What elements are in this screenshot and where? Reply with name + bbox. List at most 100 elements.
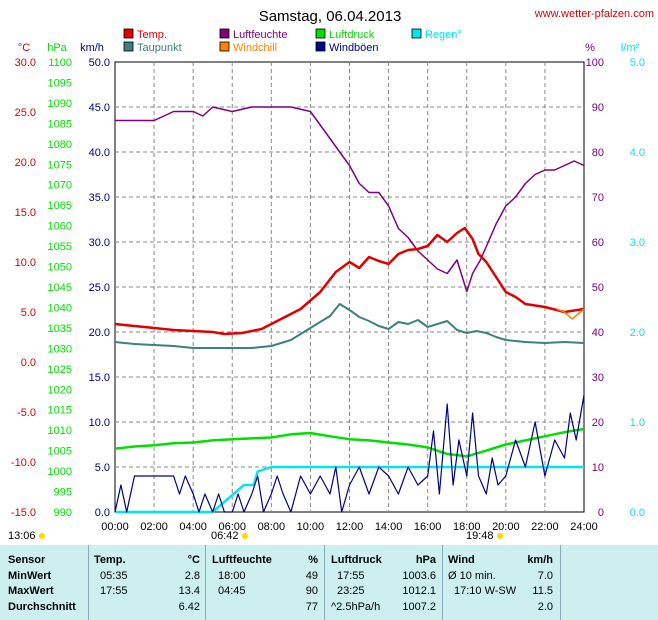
y-tick-label-humidity: 50 bbox=[592, 282, 604, 294]
legend-label: Luftfeuchte bbox=[233, 29, 287, 41]
x-tick-label: 06:00 bbox=[218, 521, 246, 530]
axis-unit-label: l/m² bbox=[621, 42, 640, 54]
legend-swatch bbox=[411, 28, 422, 39]
y-tick-label-temp: 30.0 bbox=[15, 57, 36, 69]
moon-time: 13:06 bbox=[8, 530, 45, 542]
legend-label: Temp. bbox=[137, 29, 167, 41]
y-tick-label-pressure: 1095 bbox=[48, 77, 72, 89]
legend-swatch bbox=[219, 28, 230, 39]
x-tick-label: 12:00 bbox=[336, 521, 364, 530]
row-label: MinWert bbox=[8, 570, 52, 582]
sunset-time: 19:48 bbox=[466, 530, 503, 542]
y-tick-label-rain: 5.0 bbox=[630, 57, 645, 69]
cell: 13.4 bbox=[178, 585, 200, 597]
cell: 1012.1 bbox=[402, 585, 436, 597]
y-tick-label-wind: 30.0 bbox=[89, 237, 110, 249]
sunrise-icon bbox=[241, 533, 248, 540]
series-line-windchill bbox=[556, 308, 585, 320]
cell: 17:55 bbox=[337, 570, 365, 582]
axis-unit-label: hPa bbox=[47, 42, 67, 54]
axis-ticks: 30.0 25.0 20.0 15.0 10.0 5.0 0.0 -5.0 -10.0 -15.0… bbox=[11, 57, 645, 530]
legend-label: Luftdruck bbox=[329, 29, 375, 41]
y-tick-label-humidity: 90 bbox=[592, 102, 604, 114]
legend-swatch bbox=[219, 41, 230, 52]
series-line-temp bbox=[114, 226, 585, 336]
cell: 7.0 bbox=[537, 570, 553, 582]
x-tick-label: 04:00 bbox=[179, 521, 207, 530]
y-tick-label-pressure: 1025 bbox=[48, 364, 72, 376]
y-tick-label-pressure: 1020 bbox=[48, 384, 72, 396]
sunset-label: 19:48 bbox=[466, 530, 494, 542]
x-tick-label: 00:00 bbox=[101, 521, 129, 530]
legend-swatch bbox=[123, 41, 134, 52]
y-tick-label-temp: 5.0 bbox=[21, 307, 36, 319]
y-tick-label-pressure: 1075 bbox=[48, 159, 72, 171]
y-tick-label-humidity: 80 bbox=[592, 147, 604, 159]
y-tick-label-humidity: 70 bbox=[592, 192, 604, 204]
moon-time-label: 13:06 bbox=[8, 530, 36, 542]
y-tick-label-humidity: 20 bbox=[592, 417, 604, 429]
y-tick-label-pressure: 995 bbox=[54, 487, 72, 499]
x-tick-label: 18:00 bbox=[453, 521, 481, 530]
x-tick-label: 02:00 bbox=[140, 521, 168, 530]
y-tick-label-pressure: 1055 bbox=[48, 241, 72, 253]
y-tick-label-pressure: 1000 bbox=[48, 466, 72, 478]
cell: 04:45 bbox=[218, 585, 246, 597]
y-tick-label-humidity: 10 bbox=[592, 462, 604, 474]
cell: 11.5 bbox=[532, 585, 553, 597]
x-tick-label: 24:00 bbox=[570, 521, 598, 530]
y-tick-label-temp: 20.0 bbox=[15, 157, 36, 169]
y-tick-label-pressure: 1060 bbox=[48, 221, 72, 233]
y-tick-label-pressure: 990 bbox=[54, 507, 72, 519]
y-tick-label-wind: 50.0 bbox=[89, 57, 110, 69]
y-tick-label-pressure: 1015 bbox=[48, 405, 72, 417]
y-tick-label-humidity: 100 bbox=[586, 57, 604, 69]
y-tick-label-temp: 25.0 bbox=[15, 107, 36, 119]
header-sensor: Sensor bbox=[8, 554, 46, 566]
cell: 18:00 bbox=[218, 570, 246, 582]
y-tick-label-pressure: 1040 bbox=[48, 302, 72, 314]
series-line-luftdruck bbox=[114, 427, 585, 458]
y-tick-label-temp: 0.0 bbox=[21, 357, 36, 369]
cell: 77 bbox=[305, 601, 318, 613]
weather-chart: Samstag, 06.04.2013 www.wetter-pfalzen.c… bbox=[11, 8, 654, 530]
sunrise-label: 06:42 bbox=[211, 530, 239, 542]
chart-legend: Temp. Luftfeuchte Luftdruck Regen° Taupunkt W… bbox=[123, 28, 462, 54]
x-tick-label: 22:00 bbox=[531, 521, 559, 530]
legend-swatch bbox=[123, 28, 134, 39]
y-tick-label-temp: 10.0 bbox=[15, 257, 36, 269]
y-tick-label-temp: -15.0 bbox=[11, 507, 36, 519]
chart-title: Samstag, 06.04.2013 bbox=[259, 8, 402, 25]
y-tick-label-pressure: 1070 bbox=[48, 180, 72, 192]
cell: 05:35 bbox=[100, 570, 128, 582]
y-tick-label-rain: 1.0 bbox=[630, 417, 645, 429]
y-tick-label-rain: 3.0 bbox=[630, 237, 645, 249]
y-tick-label-humidity: 30 bbox=[592, 372, 604, 384]
axis-unit-label: km/h bbox=[80, 42, 104, 54]
y-tick-label-pressure: 1035 bbox=[48, 323, 72, 335]
y-tick-label-wind: 10.0 bbox=[89, 417, 110, 429]
chart-grid bbox=[114, 61, 585, 513]
y-tick-label-wind: 40.0 bbox=[89, 147, 110, 159]
y-tick-label-pressure: 1080 bbox=[48, 139, 72, 151]
y-tick-label-wind: 25.0 bbox=[89, 282, 110, 294]
header-temp-unit: °C bbox=[187, 554, 200, 566]
y-tick-label-pressure: 1050 bbox=[48, 262, 72, 274]
cell: 23:25 bbox=[337, 585, 365, 597]
cell: 49 bbox=[305, 570, 318, 582]
y-tick-label-pressure: 1030 bbox=[48, 343, 72, 355]
cell: 2.8 bbox=[184, 570, 200, 582]
legend-label: Windböen bbox=[329, 42, 379, 54]
cell: Ø 10 min. bbox=[448, 570, 496, 582]
divider bbox=[442, 545, 443, 620]
y-tick-label-rain: 0.0 bbox=[630, 507, 645, 519]
legend-label: Windchill bbox=[233, 42, 277, 54]
x-tick-label: 08:00 bbox=[258, 521, 286, 530]
sunrise-time: 06:42 bbox=[211, 530, 248, 542]
y-tick-label-humidity: 0 bbox=[598, 507, 604, 519]
stats-panel: Sensor Temp. °C Luftfeuchte % Luftdruck … bbox=[0, 545, 658, 620]
moon-icon bbox=[38, 533, 45, 540]
cell: 1003.6 bbox=[402, 570, 436, 582]
series-line-windben bbox=[114, 394, 585, 513]
divider bbox=[324, 545, 325, 620]
